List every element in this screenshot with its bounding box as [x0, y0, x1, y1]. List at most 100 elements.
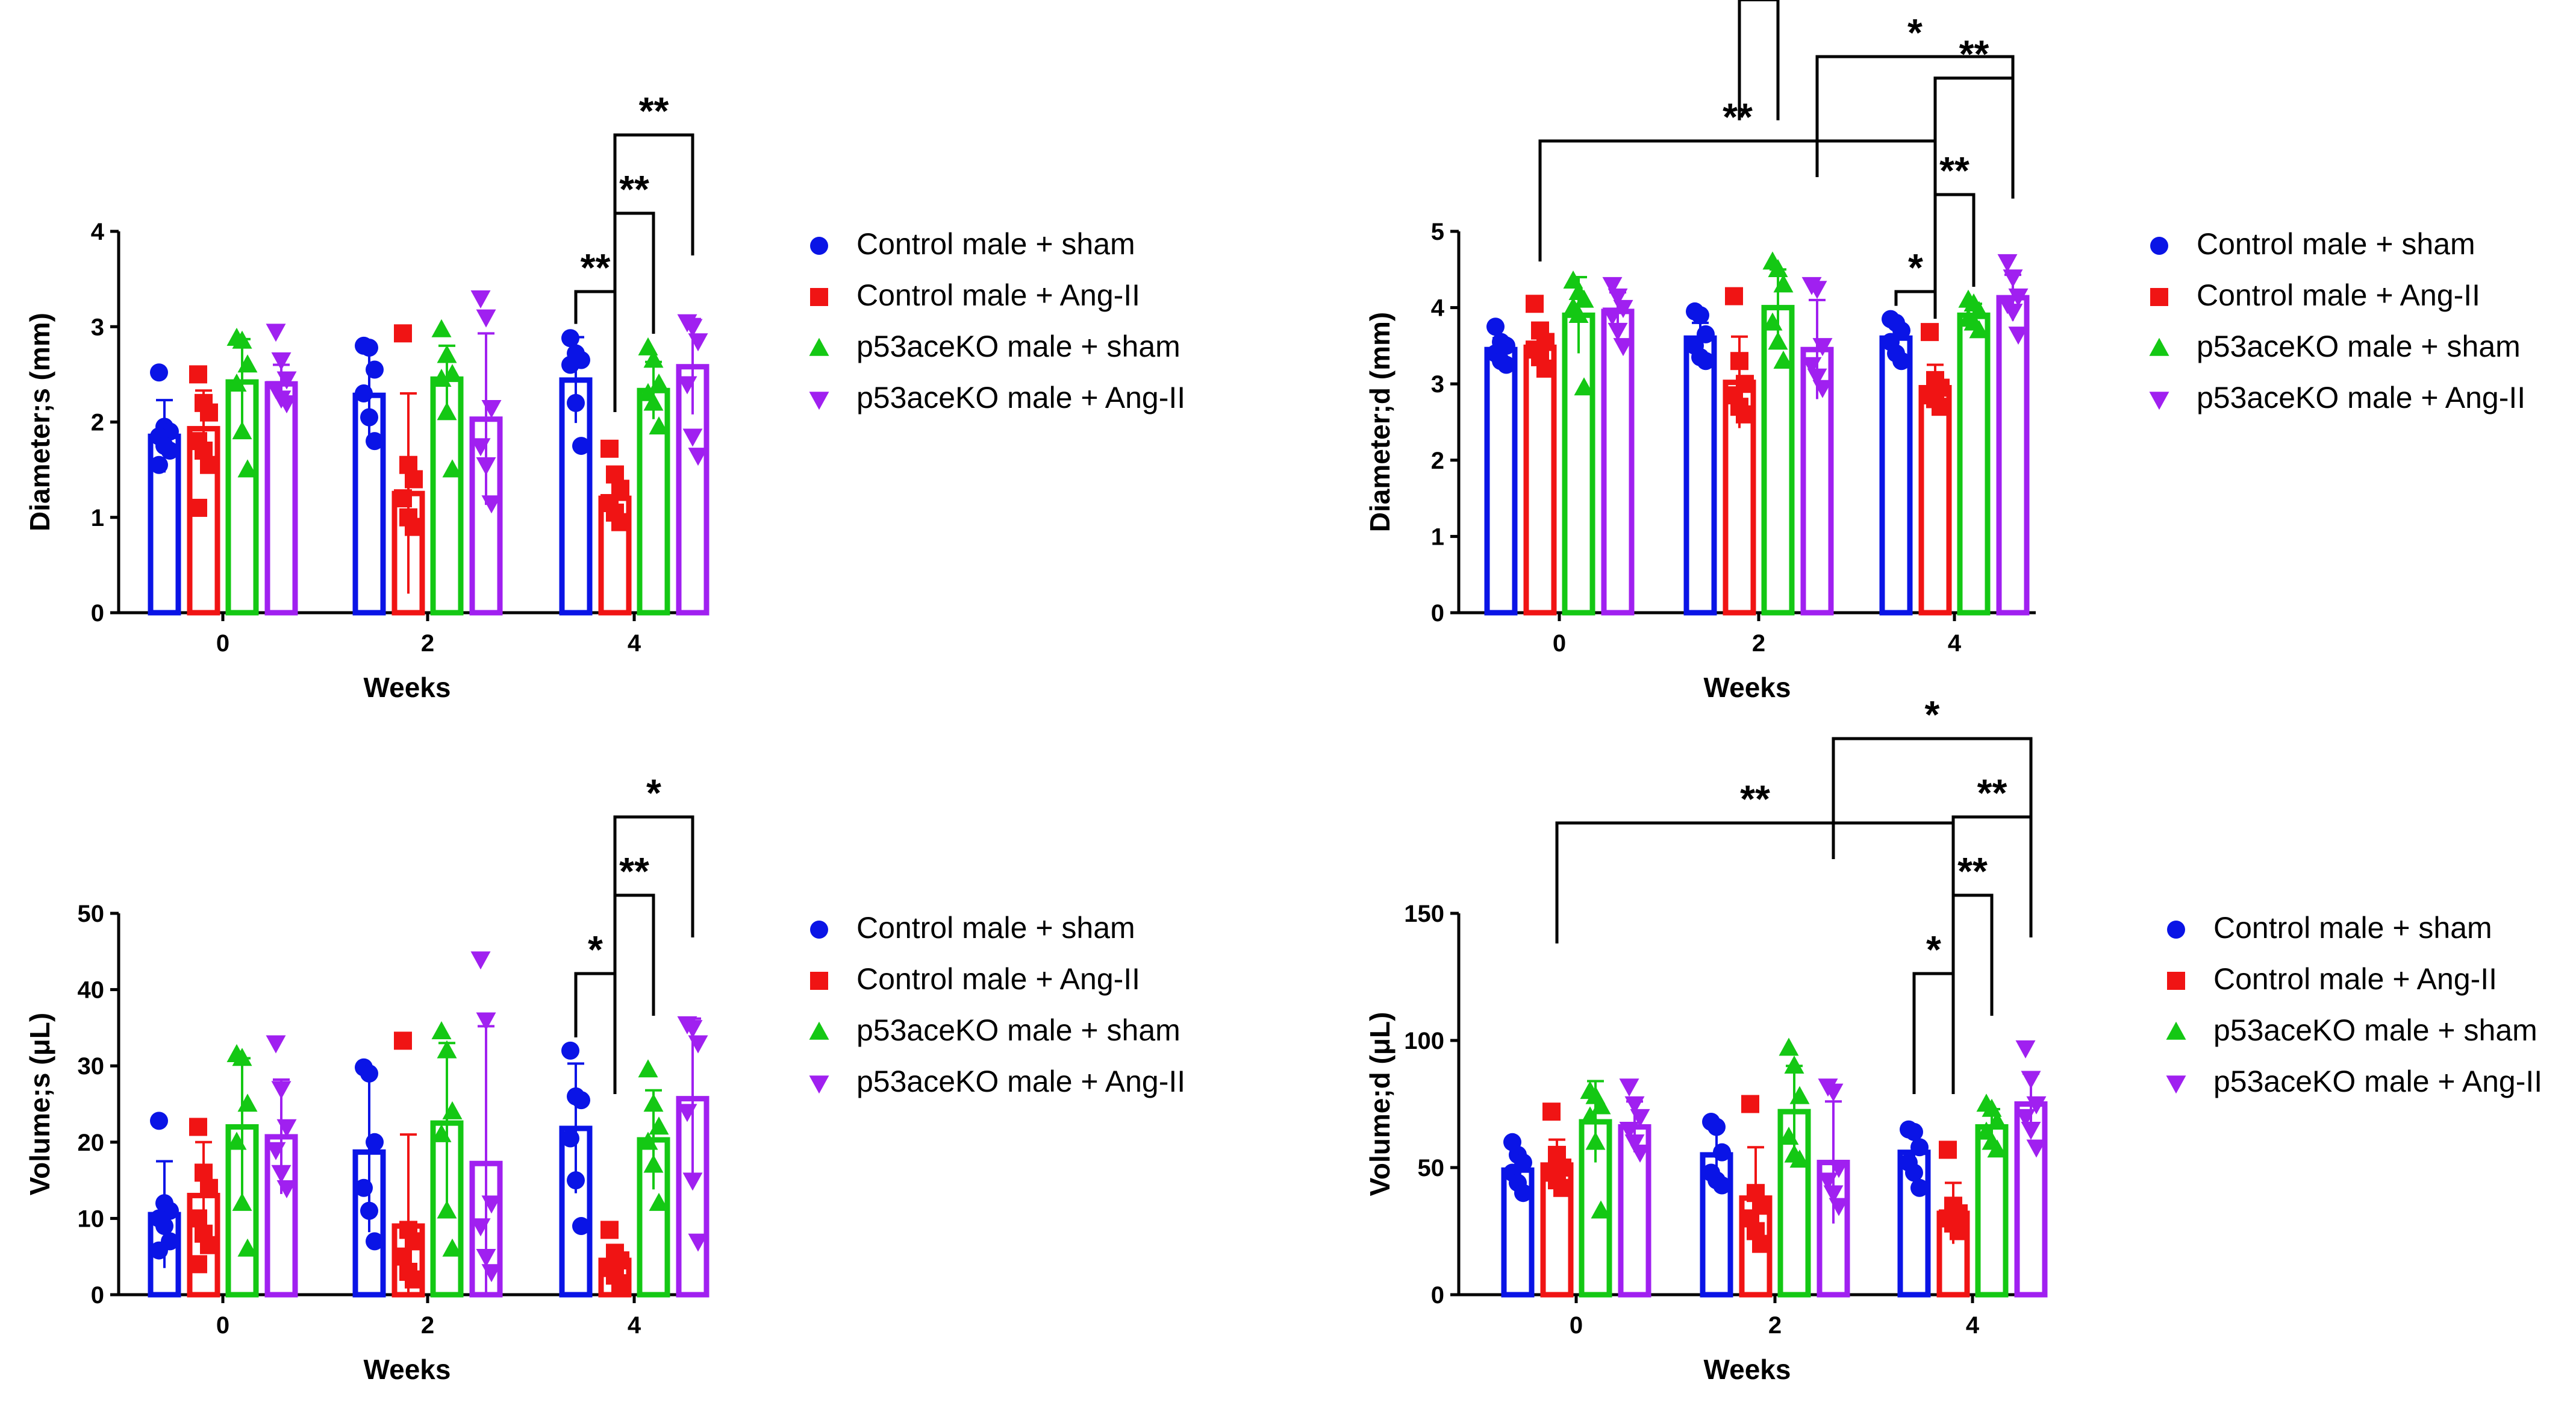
significance-label: * — [1926, 928, 1941, 971]
data-point — [561, 1041, 579, 1060]
data-point — [431, 1124, 452, 1142]
data-point — [442, 459, 463, 478]
data-point — [271, 1081, 292, 1100]
significance-label: ** — [1723, 95, 1753, 139]
legend-item: Control male + Ang-II — [810, 962, 1140, 996]
data-point — [643, 392, 664, 411]
y-tick-label: 30 — [78, 1053, 105, 1080]
x-tick-label: 4 — [628, 1312, 641, 1339]
legend-marker-icon — [809, 1021, 829, 1040]
data-point — [1789, 1086, 1810, 1104]
significance-label: * — [1907, 11, 1923, 54]
data-point — [1892, 352, 1910, 371]
y-tick-label: 2 — [1431, 448, 1444, 474]
legend-item: Control male + sham — [2167, 911, 2492, 945]
significance-label: ** — [1740, 777, 1770, 821]
data-point — [1536, 359, 1555, 378]
data-point — [150, 1241, 168, 1260]
legend-marker-icon — [2166, 1075, 2186, 1094]
data-point — [649, 1116, 669, 1135]
significance-label: ** — [1939, 149, 1969, 192]
data-point — [1619, 1121, 1639, 1140]
data-point — [360, 1064, 378, 1083]
data-point — [189, 1118, 207, 1136]
data-point — [2026, 1139, 2047, 1158]
significance-label: ** — [619, 849, 649, 893]
data-point — [1619, 1078, 1639, 1097]
data-point — [1905, 1163, 1923, 1182]
y-tick-label: 50 — [1418, 1155, 1445, 1181]
data-point — [470, 290, 491, 309]
y-tick-label: 0 — [91, 1282, 104, 1309]
data-point — [1892, 321, 1910, 340]
y-tick-label: 100 — [1404, 1028, 1444, 1054]
data-point — [561, 355, 579, 374]
bar — [1996, 295, 2030, 616]
legend-item: Control male + sham — [810, 227, 1135, 261]
legend-marker-icon — [2149, 337, 2169, 356]
data-point — [271, 352, 292, 371]
data-point — [677, 1104, 697, 1122]
legend-marker-icon — [809, 337, 829, 356]
data-point — [1779, 1127, 1799, 1145]
significance-label: ** — [581, 246, 611, 289]
y-axis-title: Volume;d (μL) — [1364, 1012, 1396, 1196]
legend-marker-icon — [2167, 921, 2185, 939]
data-point — [1630, 1144, 1650, 1163]
data-point — [200, 403, 218, 422]
significance-bracket — [1555, 821, 1955, 943]
significance-label: * — [1925, 693, 1940, 736]
data-point — [1730, 352, 1748, 371]
data-point — [476, 1248, 496, 1267]
legend-marker-icon — [810, 972, 828, 990]
data-point — [688, 448, 708, 466]
bar — [1957, 312, 1991, 616]
data-point — [1829, 1198, 1849, 1216]
data-point — [237, 354, 258, 373]
significance-label: ** — [1959, 33, 1989, 76]
bar — [1918, 385, 1952, 616]
significance-label: ** — [619, 167, 649, 211]
data-point — [1773, 350, 1794, 369]
significance-label: ** — [1957, 849, 1988, 893]
y-tick-label: 4 — [91, 219, 105, 245]
data-point — [2003, 269, 2023, 288]
data-point — [1613, 299, 1633, 318]
legend-label: p53aceKO male + Ang-II — [856, 381, 1185, 414]
data-point — [611, 1274, 629, 1293]
data-point — [1553, 1178, 1571, 1197]
data-point — [200, 455, 218, 474]
y-axis-title: Diameter;d (mm) — [1364, 312, 1396, 533]
significance-bracket — [574, 290, 617, 412]
data-point — [1608, 288, 1628, 307]
legend-label: p53aceKO male + Ang-II — [2197, 381, 2525, 414]
data-point — [366, 1133, 384, 1151]
data-point — [638, 1131, 658, 1150]
data-point — [643, 349, 664, 368]
data-point — [155, 1217, 173, 1236]
data-point — [437, 402, 457, 421]
data-point — [1910, 1178, 1929, 1197]
legend-item: Control male + sham — [810, 911, 1135, 945]
legend-marker-icon — [810, 288, 828, 306]
data-point — [405, 1270, 423, 1289]
data-point — [561, 329, 579, 348]
data-point — [405, 1232, 423, 1251]
legend-label: Control male + Ang-II — [856, 962, 1140, 996]
y-tick-label: 0 — [1431, 1282, 1444, 1309]
x-tick-label: 0 — [216, 1312, 229, 1339]
data-point — [688, 1035, 708, 1054]
data-point — [677, 376, 697, 395]
significance-label: ** — [639, 89, 669, 133]
data-point — [189, 1255, 207, 1274]
data-point — [271, 1165, 292, 1183]
data-point — [232, 421, 252, 440]
data-point — [1602, 307, 1623, 326]
data-point — [266, 324, 286, 342]
significance-bracket — [613, 815, 694, 937]
x-tick-label: 2 — [1768, 1312, 1782, 1339]
data-point — [237, 459, 258, 478]
x-tick-label: 4 — [628, 630, 641, 657]
data-point — [1486, 317, 1505, 336]
